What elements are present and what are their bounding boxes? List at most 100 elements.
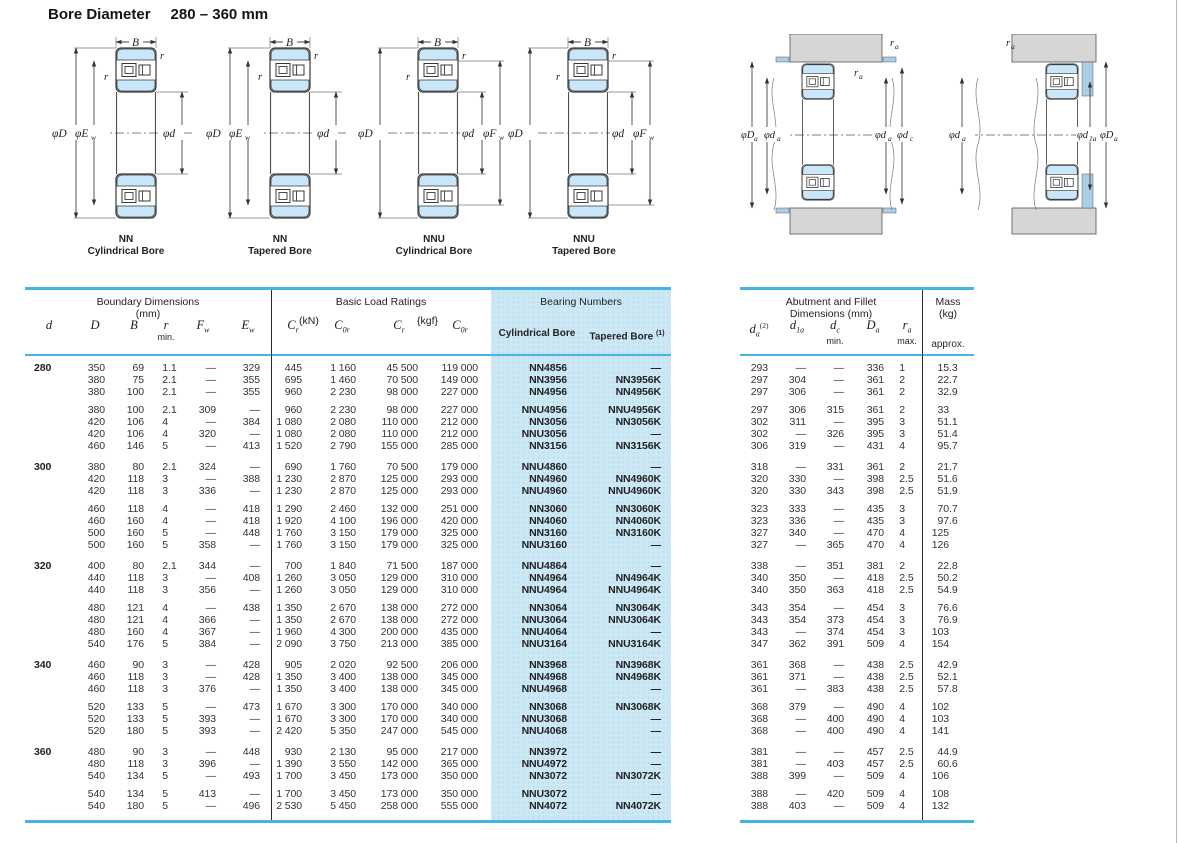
col-sub-0r: 0r [342, 325, 350, 335]
cell-B: 75 [132, 374, 145, 386]
mount-sub-c: c [910, 134, 914, 143]
cell-ew: — [249, 626, 261, 638]
cell-d [25, 572, 73, 584]
cell-da: 340 [750, 584, 768, 596]
mass-title: Mass [935, 296, 961, 308]
cell-c0rk: 272 000 [440, 614, 478, 626]
cell-B: 90 [132, 746, 145, 758]
unit-kgf: {kgf} [417, 315, 439, 327]
col-sym-d1a: d [789, 318, 797, 332]
cell-dc: 373 [826, 614, 844, 626]
cell-d [25, 440, 73, 452]
cell-m: 108 [931, 788, 949, 800]
cell-m: 106 [931, 770, 949, 782]
cell-r: 3 [162, 671, 168, 683]
cell-fw: 367 [198, 626, 216, 638]
diagram-mounting-housing: φd a φd 1a φD a r a [948, 33, 1120, 241]
cell-ra: 2 [899, 374, 905, 386]
cell-crk: 179 000 [380, 527, 418, 539]
table-row: 320 330 343 398 2.5 51.9 [740, 485, 974, 497]
diagram-nn-cylindrical: B φD φE w φd r r NN Cylindrical Bore [50, 34, 202, 258]
mount-label-phidc: φd [897, 130, 909, 141]
cell-c0r: 3 450 [330, 788, 356, 800]
cell-r: 4 [162, 428, 168, 440]
table-row: 460 118 3 376 — 1 350 3 400 138 000 345 000 NNU49… [25, 683, 671, 695]
cell-m: 44.9 [937, 746, 958, 758]
cell-dc: — [833, 473, 845, 485]
cell-r: 4 [162, 614, 168, 626]
cell-da: 361 [750, 671, 768, 683]
abutment-table-header: Abutment and Fillet Dimensions (mm) Mass… [740, 290, 974, 356]
cell-ew: 418 [242, 503, 260, 515]
cell-cr: 2 530 [276, 800, 302, 812]
cell-cr: 1 760 [276, 539, 302, 551]
cell-ra: 2.5 [899, 485, 914, 497]
cell-dc: — [833, 416, 845, 428]
cell-tap: NNU4956K [608, 404, 661, 416]
cell-B: 100 [126, 386, 144, 398]
cell-c0rk: 227 000 [440, 386, 478, 398]
mount-sub-a: a [895, 42, 899, 51]
cell-d [25, 614, 73, 626]
cell-crk: 125 000 [380, 473, 418, 485]
nn-cylindrical-drawing: B φD φE w φd r r [50, 35, 192, 219]
cell-B: 118 [127, 503, 145, 515]
cell-Da: 418 [866, 572, 884, 584]
table-row: 540 134 5 — 493 1 700 3 450 173 000 350 000 NN307… [25, 770, 671, 782]
cell-cr: 1 520 [276, 440, 302, 452]
cell-B: 69 [132, 362, 145, 374]
cell-cyl: NN3072 [529, 770, 567, 782]
cell-B: 121 [126, 602, 144, 614]
cell-ra: 4 [899, 527, 905, 539]
cell-ew: 473 [242, 701, 260, 713]
table-row: 460 118 3 — 428 1 350 3 400 138 000 345 000 NN496… [25, 671, 671, 683]
cell-ew: — [249, 560, 261, 572]
cell-D: 380 [87, 386, 105, 398]
cell-dc: 400 [826, 713, 844, 725]
cell-cyl: NNU4968 [521, 683, 568, 695]
cell-Da: 361 [866, 461, 884, 473]
dim-label-phiD: φD [206, 128, 221, 140]
cell-da: 323 [750, 515, 768, 527]
cell-cr: 1 230 [276, 473, 302, 485]
cell-fw: — [205, 386, 217, 398]
cell-tap: NN3056K [615, 416, 662, 428]
cell-d: 320 [34, 560, 52, 572]
approx-label: approx. [931, 339, 965, 350]
col-sub-c: c [836, 325, 840, 335]
table-row: 280 350 69 1.1 — 329 445 1 160 45 500 119 000 NN48… [25, 362, 671, 374]
symbol-row: da(2) d1a dc min. Da ra max. approx. [740, 319, 974, 351]
cell-cyl: NNU4860 [521, 461, 568, 473]
cell-ra: 2.5 [899, 659, 914, 671]
cell-m: 51.9 [937, 485, 958, 497]
cell-B: 118 [127, 473, 145, 485]
cell-d: 360 [34, 746, 52, 758]
cell-dc: — [833, 527, 845, 539]
dim-label-r1: r [314, 51, 319, 62]
col-sub-w: w [204, 325, 210, 335]
cell-da: 368 [750, 701, 768, 713]
cell-c0rk: 545 000 [440, 725, 478, 737]
table-row: 440 118 3 — 408 1 260 3 050 129 000 310 000 NN496… [25, 572, 671, 584]
cell-c0r: 3 750 [330, 638, 356, 650]
cell-D: 520 [87, 713, 105, 725]
cell-cr: 1 670 [276, 713, 302, 725]
cell-da: 297 [750, 374, 768, 386]
cell-ew: — [249, 725, 261, 737]
cell-ew: — [249, 713, 261, 725]
cell-tap: NN4964K [615, 572, 662, 584]
table-row: 520 180 5 393 — 2 420 5 350 247 000 545 000 NNU40… [25, 725, 671, 737]
cell-ra: 4 [899, 770, 905, 782]
dim-label-phiD: φD [52, 128, 67, 140]
cell-c0r: 1 840 [330, 560, 356, 572]
cell-tap: NN4072K [615, 800, 662, 812]
cell-dc: 351 [826, 560, 844, 572]
cell-d1a: — [795, 683, 807, 695]
cell-B: 118 [127, 671, 145, 683]
cell-d [25, 626, 73, 638]
cell-D: 460 [87, 683, 105, 695]
cell-ra: 2.5 [899, 473, 914, 485]
cell-dc: — [833, 386, 845, 398]
table-row: 500 160 5 — 448 1 760 3 150 179 000 325 000 NN316… [25, 527, 671, 539]
cell-c0rk: 345 000 [440, 671, 478, 683]
